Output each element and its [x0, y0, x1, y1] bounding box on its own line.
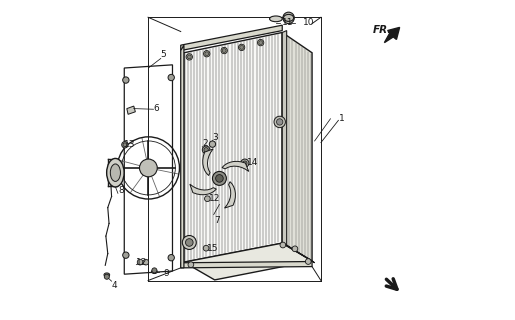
- Text: 12: 12: [209, 194, 220, 203]
- Polygon shape: [222, 161, 249, 172]
- Text: 6: 6: [153, 104, 159, 113]
- Circle shape: [203, 245, 209, 251]
- Text: 11: 11: [282, 19, 293, 28]
- Circle shape: [243, 161, 247, 165]
- Polygon shape: [282, 31, 287, 245]
- Circle shape: [123, 143, 127, 147]
- Circle shape: [202, 146, 210, 154]
- Ellipse shape: [107, 158, 124, 187]
- Polygon shape: [282, 32, 312, 261]
- Text: 13: 13: [124, 140, 136, 148]
- Circle shape: [209, 141, 216, 147]
- Circle shape: [258, 39, 264, 46]
- Circle shape: [238, 44, 245, 51]
- Circle shape: [204, 196, 210, 202]
- Ellipse shape: [110, 164, 121, 181]
- Circle shape: [274, 116, 285, 128]
- Circle shape: [204, 148, 209, 152]
- Polygon shape: [203, 149, 213, 176]
- Circle shape: [123, 252, 129, 258]
- Circle shape: [259, 41, 263, 44]
- Polygon shape: [225, 182, 235, 208]
- Text: 2: 2: [202, 139, 208, 148]
- Circle shape: [292, 246, 298, 252]
- Ellipse shape: [284, 14, 294, 21]
- Polygon shape: [181, 25, 282, 51]
- Ellipse shape: [269, 16, 282, 22]
- Ellipse shape: [104, 273, 110, 277]
- Circle shape: [182, 236, 196, 250]
- Circle shape: [280, 242, 286, 248]
- Polygon shape: [127, 106, 135, 114]
- Circle shape: [123, 77, 129, 83]
- Circle shape: [222, 49, 226, 52]
- Text: 12: 12: [136, 258, 148, 267]
- Text: 5: 5: [161, 50, 166, 59]
- Circle shape: [205, 52, 209, 56]
- Polygon shape: [184, 243, 312, 280]
- Polygon shape: [184, 32, 282, 262]
- Polygon shape: [181, 261, 312, 268]
- Text: 9: 9: [163, 269, 169, 278]
- Circle shape: [152, 268, 157, 273]
- Circle shape: [186, 54, 193, 60]
- Text: 8: 8: [118, 186, 124, 195]
- Circle shape: [187, 55, 191, 59]
- Circle shape: [140, 159, 157, 177]
- Circle shape: [143, 259, 149, 265]
- Text: 1: 1: [339, 114, 345, 123]
- Polygon shape: [181, 45, 184, 268]
- Circle shape: [203, 51, 210, 57]
- Polygon shape: [384, 28, 400, 43]
- Text: 7: 7: [214, 216, 219, 225]
- Circle shape: [185, 239, 193, 246]
- Circle shape: [122, 142, 128, 148]
- Circle shape: [168, 74, 175, 81]
- Circle shape: [138, 259, 143, 265]
- Circle shape: [241, 159, 249, 167]
- Text: 10: 10: [302, 19, 314, 28]
- Circle shape: [188, 262, 194, 268]
- Circle shape: [283, 12, 294, 24]
- Text: 4: 4: [112, 281, 117, 290]
- Ellipse shape: [151, 270, 157, 274]
- Circle shape: [168, 254, 175, 261]
- Circle shape: [216, 175, 223, 182]
- Circle shape: [240, 45, 244, 49]
- Circle shape: [213, 172, 227, 185]
- Circle shape: [305, 259, 311, 264]
- Polygon shape: [190, 184, 216, 195]
- Circle shape: [277, 119, 283, 125]
- Text: 14: 14: [247, 158, 259, 167]
- Circle shape: [104, 274, 109, 279]
- Text: 3: 3: [213, 133, 218, 142]
- Text: 15: 15: [207, 244, 218, 253]
- Polygon shape: [282, 243, 315, 263]
- Circle shape: [221, 47, 227, 54]
- Text: FR.: FR.: [372, 25, 392, 35]
